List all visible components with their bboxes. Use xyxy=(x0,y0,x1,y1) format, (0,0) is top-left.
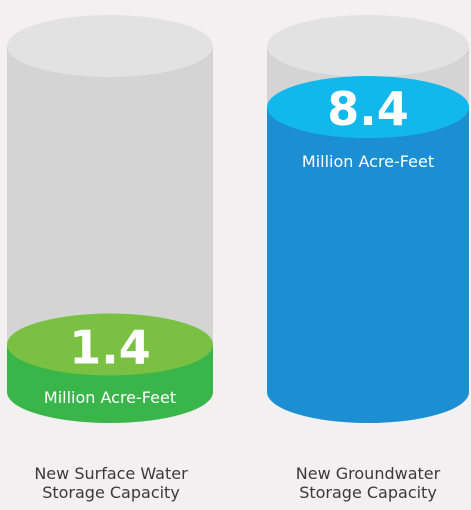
category-label-groundwater-line2: Storage Capacity xyxy=(299,483,437,502)
value-label-groundwater: 8.4 xyxy=(327,82,409,136)
cylinder-empty-top-groundwater xyxy=(267,15,469,77)
category-label-groundwater-line1: New Groundwater xyxy=(295,464,441,483)
unit-label-surface-water: Million Acre-Feet xyxy=(44,388,176,407)
bar-top-groundwater xyxy=(267,76,469,139)
value-label-surface-water: 1.4 xyxy=(69,321,151,375)
category-label-groundwater: New Groundwater Storage Capacity xyxy=(263,464,471,502)
cylinder-empty-top-surface-water xyxy=(7,15,213,77)
category-label-surface-water-line2: Storage Capacity xyxy=(42,483,180,502)
category-label-surface-water: New Surface Water Storage Capacity xyxy=(6,464,216,502)
bar-fill-groundwater xyxy=(267,107,469,423)
unit-label-groundwater: Million Acre-Feet xyxy=(302,152,434,171)
bar-top-surface-water xyxy=(7,313,213,376)
category-label-surface-water-line1: New Surface Water xyxy=(34,464,188,483)
